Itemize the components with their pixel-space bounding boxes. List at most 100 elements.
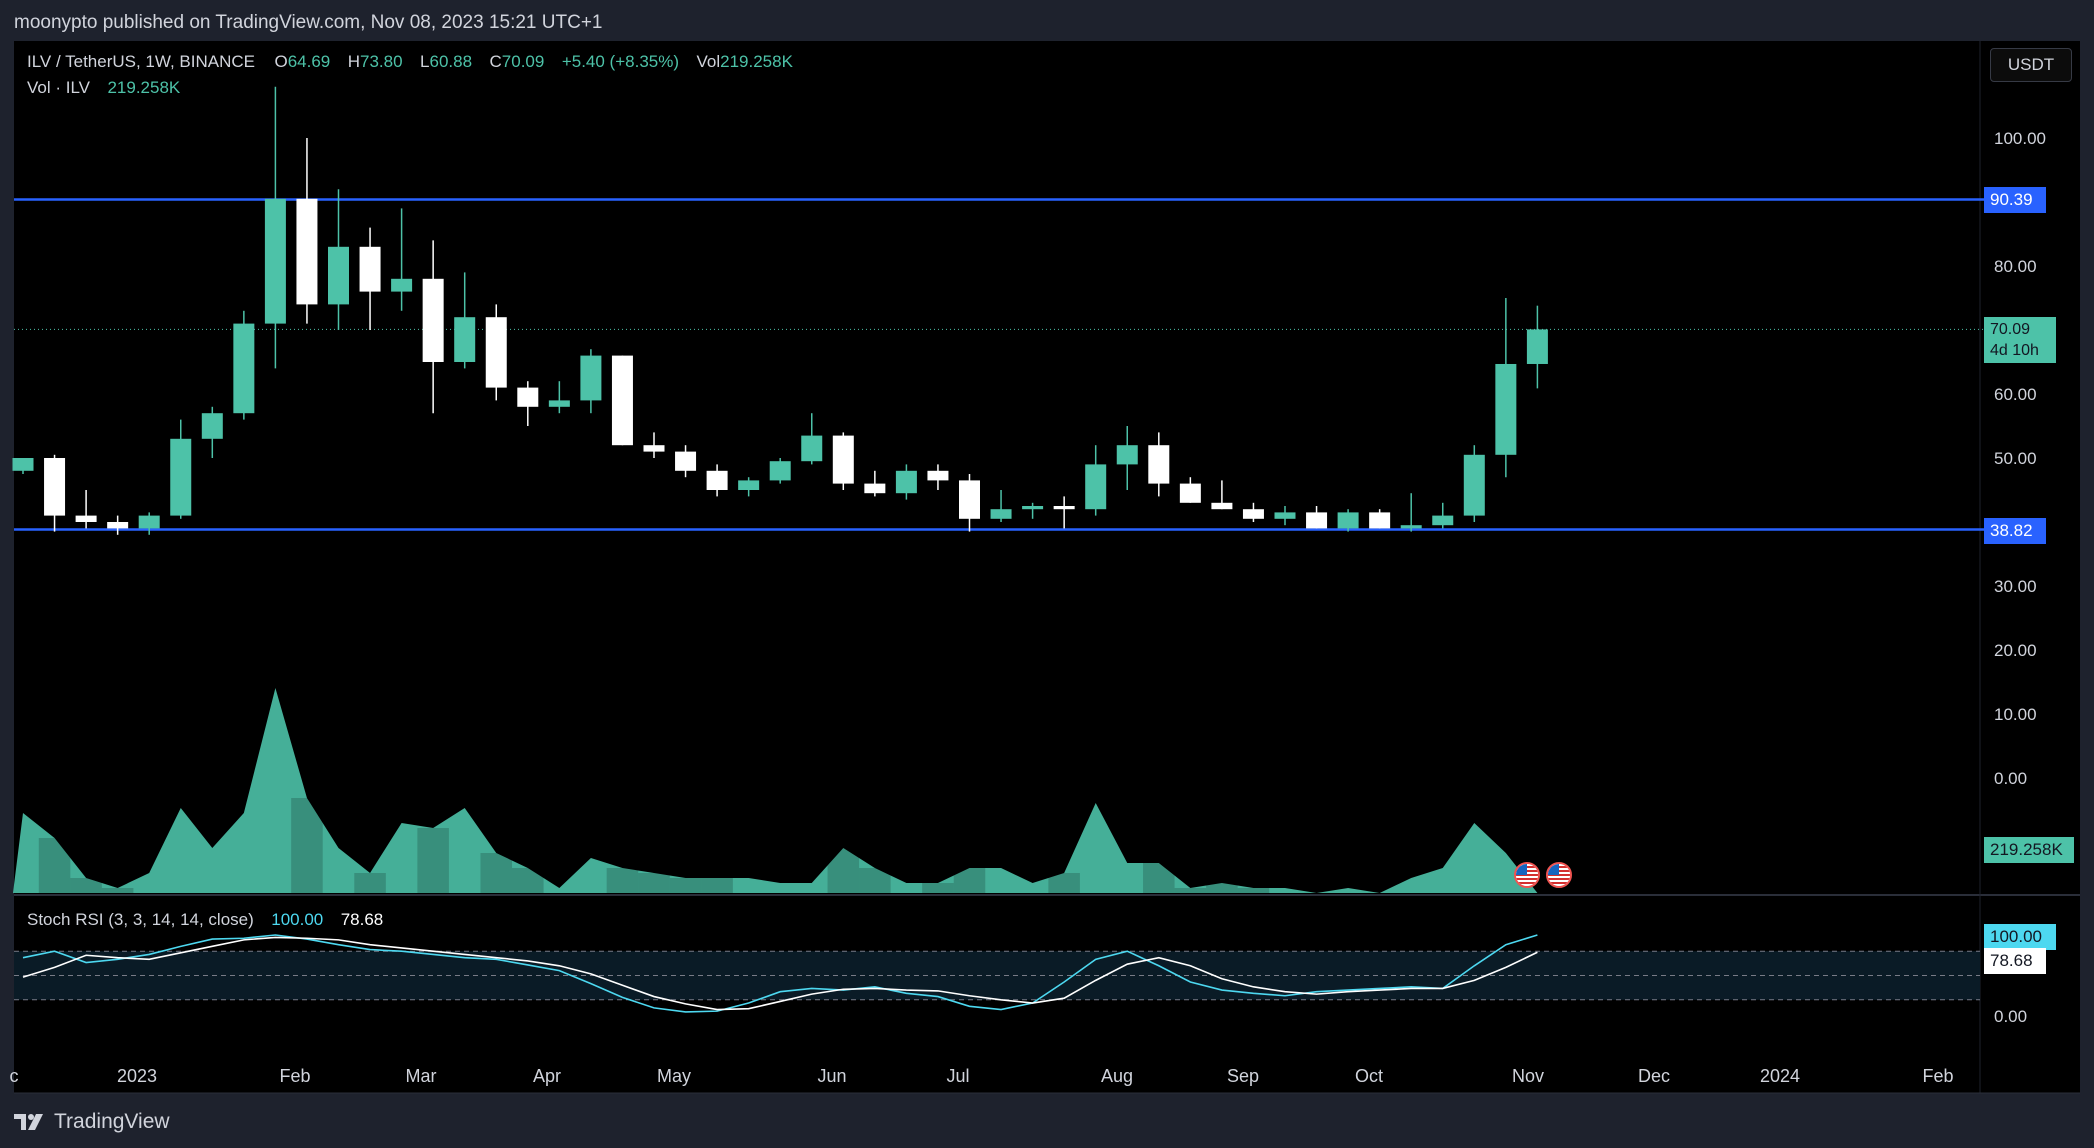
- volume-indicator-name[interactable]: Vol · ILV: [27, 78, 90, 97]
- volume-segment: [1459, 823, 1491, 893]
- candle-body: [170, 438, 192, 516]
- volume-segment: [1269, 888, 1301, 893]
- time-tick-label: Mar: [406, 1066, 437, 1086]
- high-label: H: [347, 52, 361, 71]
- time-tick-label: c: [10, 1066, 19, 1086]
- vol-label: Vol: [696, 52, 721, 71]
- upper-level-tag: 90.39: [1984, 187, 2046, 213]
- volume-segment: [512, 868, 544, 893]
- last-price-value: 70.09: [1990, 321, 2031, 338]
- time-tick-label: 2023: [117, 1066, 157, 1086]
- price-tick-label: 30.00: [1994, 577, 2037, 596]
- candle-body: [769, 461, 791, 481]
- candle-body: [454, 317, 476, 362]
- volume-segment: [1143, 863, 1175, 893]
- tradingview-branding[interactable]: TradingView: [14, 1105, 170, 1139]
- volume-segment: [70, 878, 102, 893]
- us-event-flag-icon[interactable]: [1546, 862, 1572, 888]
- candle-body: [391, 278, 413, 292]
- stoch-k-tag: 100.00: [1984, 924, 2056, 950]
- volume-segment: [669, 878, 702, 893]
- open-label: O: [274, 52, 288, 71]
- candle-body: [201, 413, 223, 439]
- currency-button[interactable]: USDT: [1990, 48, 2072, 82]
- candle-body: [706, 470, 728, 490]
- time-tick-label: Feb: [1922, 1066, 1953, 1086]
- volume-segment: [796, 883, 828, 893]
- volume-segment: [891, 883, 923, 893]
- volume-legend[interactable]: Vol · ILV 219.258K: [27, 78, 180, 98]
- time-tick-label: Sep: [1227, 1066, 1259, 1086]
- candle-body: [264, 198, 286, 324]
- symbol-legend[interactable]: ILV / TetherUS, 1W, BINANCE O64.69 H73.8…: [27, 52, 793, 72]
- change-value: +5.40 (+8.35%): [561, 52, 680, 71]
- volume-segment: [701, 878, 733, 893]
- candle-body: [1022, 506, 1044, 510]
- candle-body: [1085, 464, 1107, 510]
- stoch-rsi-d-value: 78.68: [340, 910, 384, 929]
- volume-segment: [101, 888, 134, 893]
- volume-segment: [827, 848, 860, 893]
- volume-segment: [1080, 803, 1112, 893]
- volume-tag: 219.258K: [1984, 837, 2074, 863]
- volume-segment: [386, 823, 418, 893]
- candle-body: [611, 355, 633, 446]
- candle-body: [1274, 512, 1296, 519]
- chart-canvas[interactable]: 100.00 80.00 60.00 50.00 30.00 20.00 10.00 0.00…: [0, 0, 2094, 1100]
- publisher-info: moonypto published on TradingView.com, N…: [14, 12, 603, 33]
- price-tick-label: 80.00: [1994, 257, 2037, 276]
- volume-segment: [764, 883, 796, 893]
- candle-body: [517, 387, 539, 407]
- bar-countdown: 4d 10h: [1990, 342, 2039, 359]
- candle-body: [643, 445, 665, 452]
- volume-segment: [354, 873, 386, 893]
- candle-body: [580, 355, 602, 401]
- volume-segment: [260, 688, 292, 893]
- volume-segment: [985, 868, 1017, 893]
- close-label: C: [489, 52, 502, 71]
- candle-body: [1242, 509, 1264, 519]
- lower-level-tag: 38.82: [1984, 518, 2046, 544]
- close-value: 70.09: [501, 52, 545, 71]
- stoch-rsi-name[interactable]: Stoch RSI (3, 3, 14, 14, close): [27, 910, 254, 929]
- stoch-rsi-legend[interactable]: Stoch RSI (3, 3, 14, 14, close) 100.00 7…: [27, 910, 383, 930]
- candle-body: [359, 246, 381, 292]
- high-value: 73.80: [360, 52, 403, 71]
- time-tick-label: Nov: [1512, 1066, 1544, 1086]
- candle-body: [1211, 502, 1233, 510]
- tradingview-logo-icon: [14, 1114, 43, 1130]
- price-tick-label: 50.00: [1994, 449, 2037, 468]
- candle-body: [296, 198, 318, 305]
- candle-body: [328, 246, 349, 305]
- symbol-name[interactable]: ILV / TetherUS, 1W, BINANCE: [27, 52, 256, 71]
- candle-body: [959, 480, 980, 519]
- time-tick-label: Feb: [279, 1066, 310, 1086]
- candle-body: [927, 470, 949, 481]
- candle-body: [675, 451, 697, 471]
- candle-body: [1400, 525, 1422, 529]
- candle-body: [1369, 512, 1391, 529]
- volume-segment: [417, 828, 449, 893]
- volume-segment: [449, 808, 481, 893]
- candle-body: [1148, 445, 1170, 484]
- volume-segment: [7, 813, 39, 893]
- volume-segment: [1111, 863, 1143, 893]
- volume-indicator-value: 219.258K: [107, 78, 181, 97]
- candle-body: [422, 278, 444, 362]
- volume-segment: [291, 798, 323, 893]
- candle-body: [1432, 515, 1454, 526]
- candle-body: [75, 515, 97, 522]
- volume-segment: [1332, 888, 1364, 893]
- candle-body: [801, 435, 823, 462]
- volume-segment: [1237, 888, 1270, 893]
- candle-body: [1179, 483, 1201, 503]
- time-tick-label: Apr: [533, 1066, 561, 1086]
- time-tick-label: Aug: [1101, 1066, 1133, 1086]
- candle-body: [1053, 506, 1075, 510]
- us-event-flag-icon[interactable]: [1514, 862, 1540, 888]
- volume-segment: [1427, 868, 1459, 893]
- candle-body: [738, 480, 760, 490]
- candle-body: [895, 470, 917, 494]
- volume-segment: [922, 883, 954, 893]
